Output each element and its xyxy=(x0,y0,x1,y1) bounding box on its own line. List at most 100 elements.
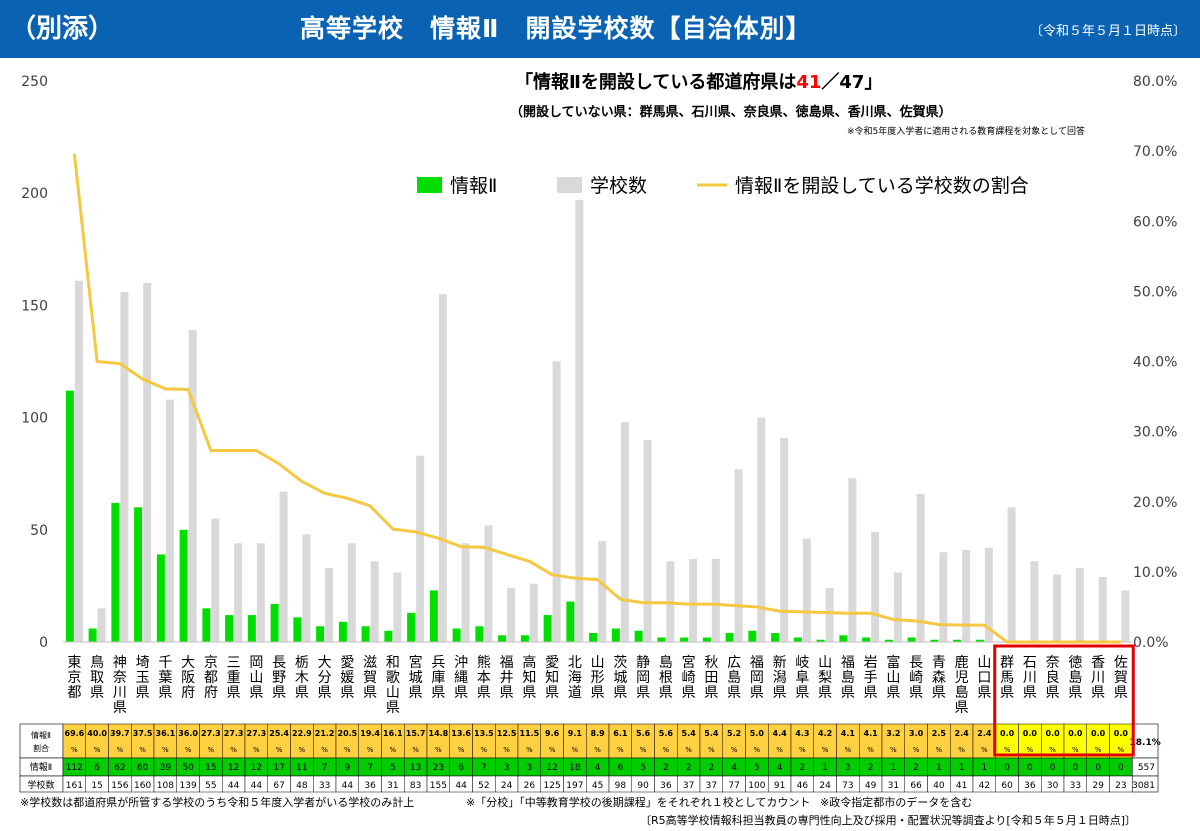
category-label-4: 千葉県 xyxy=(158,655,172,701)
y-tick-50: 50 xyxy=(30,523,48,539)
info2-bar-35 xyxy=(862,637,871,642)
ratio-value-36: 3.2 xyxy=(886,729,900,738)
category-label-32: 岐阜県 xyxy=(795,655,809,701)
category-label-11: 大分県 xyxy=(318,655,332,701)
ratio-value-44: 0.0 xyxy=(1068,729,1083,738)
info2-bar-4 xyxy=(156,554,165,642)
category-label-14: 和歌山県 xyxy=(386,655,400,716)
schools-value-34: 73 xyxy=(842,781,853,791)
y2-tick-40.0%: 40.0% xyxy=(1133,355,1177,371)
schools-value-42: 36 xyxy=(1024,781,1036,791)
category-label-27: 宮崎県 xyxy=(682,655,696,701)
schools-value-36: 31 xyxy=(888,781,899,791)
ratio-unit-21: % xyxy=(549,746,556,754)
info2-value-27: 2 xyxy=(686,763,692,773)
category-label-20: 高知県 xyxy=(522,654,536,701)
y-tick-100: 100 xyxy=(21,411,48,427)
ratio-value-22: 9.1 xyxy=(568,729,583,738)
schools-value-11: 33 xyxy=(319,781,330,791)
school-bar-29 xyxy=(734,469,743,642)
school-bar-33 xyxy=(825,588,834,642)
category-label-8: 岡山県 xyxy=(249,655,263,701)
info2-bar-21 xyxy=(543,615,552,642)
ratio-unit-44: % xyxy=(1072,746,1079,754)
category-label-30: 福岡県 xyxy=(750,655,764,701)
school-bar-17 xyxy=(461,543,470,642)
schools-value-45: 29 xyxy=(1092,781,1104,791)
info2-bar-23 xyxy=(589,633,598,642)
category-label-16: 兵庫県 xyxy=(431,655,445,701)
school-bar-19 xyxy=(507,588,516,642)
school-bar-25 xyxy=(643,440,652,642)
info2-value-16: 23 xyxy=(433,763,444,773)
ratio-unit-43: % xyxy=(1049,746,1056,754)
ratio-unit-29: % xyxy=(731,746,738,754)
school-bar-44 xyxy=(1075,567,1084,642)
ratio-value-30: 5.0 xyxy=(750,729,765,738)
info2-value-3: 60 xyxy=(137,763,149,773)
schools-value-23: 45 xyxy=(592,781,603,791)
info2-value-20: 3 xyxy=(527,763,533,773)
info2-bar-34 xyxy=(839,635,848,642)
school-bar-9 xyxy=(279,491,288,642)
category-label-37: 長崎県 xyxy=(909,655,923,701)
ratio-value-26: 5.6 xyxy=(659,729,674,738)
ratio-unit-11: % xyxy=(321,746,328,754)
school-bar-21 xyxy=(552,361,561,642)
header-bar: （別添） 高等学校 情報Ⅱ 開設学校数【自治体別】 〔令和５年５月１日時点〕 xyxy=(0,0,1200,58)
info2-value-11: 7 xyxy=(322,763,328,773)
ratio-value-25: 5.6 xyxy=(636,729,651,738)
ratio-value-41: 0.0 xyxy=(1000,729,1015,738)
category-label-46: 佐賀県 xyxy=(1114,655,1128,701)
category-label-28: 秋田県 xyxy=(704,655,718,701)
annotation-sub: （開設していない県：群馬県、石川県、奈良県、徳島県、香川県、佐賀県） xyxy=(510,104,952,120)
footnote-branch: ※「分校」「中等教育学校の後期課程」をそれぞれ１校としてカウント xyxy=(466,796,811,809)
school-bar-11 xyxy=(325,567,334,642)
ratio-unit-35: % xyxy=(867,746,874,754)
legend-label-schools: 学校数 xyxy=(590,175,647,197)
schools-value-29: 77 xyxy=(728,781,739,791)
page-title: 高等学校 情報Ⅱ 開設学校数【自治体別】 xyxy=(300,14,812,43)
info2-bar-28 xyxy=(702,637,711,642)
info2-value-33: 1 xyxy=(822,763,828,773)
ratio-line-layer xyxy=(72,153,1121,644)
info2-value-1: 6 xyxy=(94,763,100,773)
info2-value-4: 39 xyxy=(160,763,172,773)
school-bar-12 xyxy=(347,543,356,642)
category-label-2: 神奈川県 xyxy=(113,655,127,716)
schools-value-41: 60 xyxy=(1001,781,1013,791)
category-label-12: 愛媛県 xyxy=(340,655,354,701)
ratio-unit-3: % xyxy=(139,746,146,754)
ratio-value-40: 2.4 xyxy=(977,729,992,738)
annotation: 「情報Ⅱを開設している都道府県は41／47」 （開設していない県：群馬県、石川県、… xyxy=(510,71,1085,137)
school-bar-39 xyxy=(962,549,971,642)
info2-bar-40 xyxy=(975,639,984,642)
ratio-value-27: 5.4 xyxy=(682,729,697,738)
ratio-value-16: 14.8 xyxy=(429,729,449,738)
schools-value-32: 46 xyxy=(797,781,809,791)
ratio-unit-39: % xyxy=(958,746,965,754)
category-label-24: 茨城県 xyxy=(613,655,627,701)
y-tick-0: 0 xyxy=(39,635,48,651)
info2-value-44: 0 xyxy=(1073,763,1079,773)
ratio-unit-15: % xyxy=(412,746,419,754)
category-label-15: 宮城県 xyxy=(409,655,423,701)
ratio-unit-18: % xyxy=(481,746,488,754)
schools-value-1: 15 xyxy=(91,781,102,791)
info2-bar-17 xyxy=(452,628,461,642)
schools-value-40: 42 xyxy=(979,781,990,791)
ratio-value-7: 27.3 xyxy=(224,729,244,738)
schools-value-37: 66 xyxy=(910,781,922,791)
info2-bar-3 xyxy=(134,507,143,642)
ratio-unit-33: % xyxy=(822,746,829,754)
info2-value-42: 0 xyxy=(1027,763,1033,773)
y2-tick-10.0%: 10.0% xyxy=(1133,565,1177,581)
schools-total-cell xyxy=(1131,775,1159,793)
annotation-main: 「情報Ⅱを開設している都道府県は41／47」 xyxy=(515,71,882,93)
info2-value-39: 1 xyxy=(959,763,965,773)
school-bar-7 xyxy=(234,543,243,642)
school-bar-8 xyxy=(256,543,265,642)
info2-bar-25 xyxy=(634,630,643,642)
info2-bar-14 xyxy=(384,630,393,642)
info2-value-0: 112 xyxy=(66,763,83,773)
